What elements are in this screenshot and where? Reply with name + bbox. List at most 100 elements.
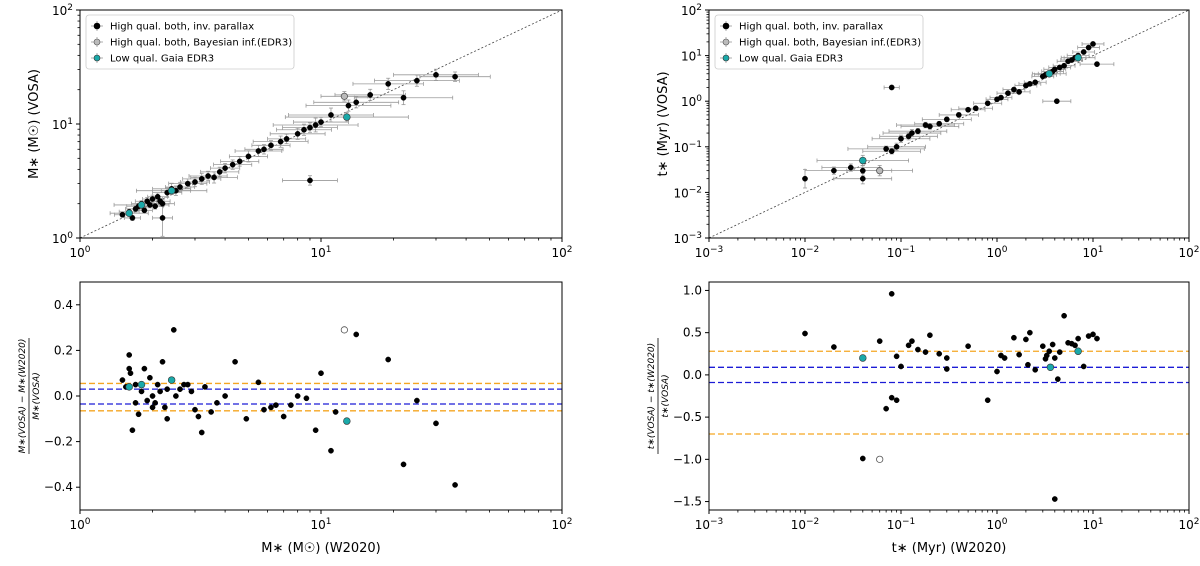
data-point-high-qual	[998, 94, 1004, 101]
data-point-high-qual	[905, 342, 912, 349]
data-point-low-qual	[167, 376, 176, 384]
data-point-high-qual	[280, 413, 287, 420]
data-point-high-qual	[192, 179, 198, 185]
data-point-high-qual	[893, 143, 900, 150]
data-point-high-qual	[943, 366, 950, 372]
data-point-high-qual	[214, 399, 220, 406]
data-point-high-qual	[1094, 61, 1100, 67]
data-point-high-qual	[149, 393, 156, 399]
data-point-high-qual	[433, 71, 439, 78]
x-tick-label: 101	[1082, 517, 1103, 532]
data-point-bayesian	[340, 92, 348, 100]
data-point-high-qual	[135, 411, 142, 418]
panel-age_vs: 10−3 10−2 10−1 100 101 102 10−3 10−2 10−1 100 101 1…	[656, 3, 1200, 260]
data-point-low-qual	[1074, 347, 1082, 355]
y-axis-label: M∗(VOSA) − M∗(W2020) M∗(VOSA)	[18, 338, 42, 454]
data-point-low-qual	[343, 113, 351, 121]
data-point-high-qual	[119, 377, 126, 383]
data-point-high-qual	[1046, 348, 1053, 355]
plot-area	[80, 10, 562, 238]
data-point-high-qual	[312, 122, 319, 128]
legend-label: Low qual. Gaia EDR3	[739, 54, 843, 65]
data-point-high-qual	[236, 158, 243, 165]
y-tick-label: −1.0	[673, 452, 702, 466]
axes-frame	[708, 281, 1190, 511]
x-tick-label: 10−2	[791, 517, 820, 532]
data-point-high-qual	[307, 124, 313, 131]
data-point-high-qual	[119, 211, 126, 218]
data-point-high-qual	[162, 404, 168, 411]
y-tick-label: 10−3	[673, 231, 702, 246]
y-tick-label: 102	[681, 3, 702, 18]
data-point-high-qual	[1061, 62, 1067, 69]
data-point-high-qual	[1032, 79, 1039, 86]
data-point-low-qual	[859, 354, 867, 362]
data-point-high-qual	[972, 105, 979, 112]
data-point-high-qual	[328, 112, 334, 118]
data-point-high-qual	[1061, 312, 1067, 319]
y-axis-label: t∗ (Myr) (VOSA)	[656, 71, 671, 176]
data-point-high-qual	[1080, 363, 1087, 370]
data-point-high-qual	[452, 73, 458, 80]
data-point-high-qual	[1016, 351, 1022, 358]
legend-box	[714, 14, 924, 70]
y-tick-label: 10−2	[673, 185, 702, 200]
data-point-high-qual	[1027, 329, 1033, 336]
data-point-high-qual	[1005, 90, 1011, 97]
data-point-high-qual	[353, 99, 360, 106]
data-point-low-qual	[859, 156, 867, 165]
data-point-high-qual	[859, 455, 866, 462]
data-point-high-qual	[883, 146, 889, 152]
data-point-high-qual	[367, 92, 374, 98]
data-point-high-qual	[177, 184, 183, 190]
data-point-high-qual	[936, 120, 943, 127]
data-point-high-qual	[318, 119, 324, 125]
plot-area	[709, 10, 1189, 238]
legend-label: High qual. both, inv. parallax	[739, 22, 883, 33]
data-point-high-qual	[802, 175, 808, 182]
y-label-denominator: M∗(VOSA)	[32, 372, 42, 419]
data-point-low-qual	[137, 201, 146, 209]
data-point-high-qual	[312, 427, 319, 434]
data-point-high-qual	[1049, 341, 1056, 348]
x-tick-label: 101	[310, 245, 331, 260]
data-point-high-qual	[208, 409, 214, 415]
data-point-high-qual	[922, 349, 929, 355]
panel-age_residual: 10−3 10−2 10−1 100 101 102 −1.5 −1.0 −0.5 0.0 0.5 1…	[647, 281, 1200, 556]
data-point-high-qual	[255, 379, 262, 386]
data-point-high-qual	[243, 415, 250, 422]
data-point-high-qual	[385, 356, 392, 363]
x-tick-label: 100	[69, 245, 90, 260]
data-point-high-qual	[888, 394, 895, 401]
y-tick-label: 100	[681, 94, 702, 109]
y-label-denominator: t∗(VOSA)	[661, 374, 671, 417]
data-point-high-qual	[915, 128, 921, 135]
data-point-high-qual	[173, 393, 179, 399]
axes-frame	[79, 9, 563, 239]
data-point-high-qual	[1051, 496, 1058, 502]
data-point-high-qual	[129, 215, 136, 221]
data-point-high-qual	[965, 106, 971, 113]
data-point-high-qual	[229, 161, 236, 168]
data-point-high-qual	[294, 130, 301, 137]
data-point-high-qual	[198, 429, 205, 436]
x-tick-label: 102	[1178, 517, 1199, 532]
data-point-high-qual	[965, 343, 971, 350]
data-point-high-qual	[1094, 335, 1100, 342]
data-point-high-qual	[164, 415, 171, 422]
data-point-high-qual	[893, 353, 900, 360]
data-point-high-qual	[1051, 355, 1058, 361]
data-point-high-qual	[132, 381, 139, 388]
data-point-high-qual	[141, 207, 148, 214]
data-point-high-qual	[859, 167, 866, 174]
data-point-high-qual	[255, 148, 262, 154]
legend-marker	[93, 38, 101, 46]
data-point-high-qual	[1056, 349, 1063, 355]
data-point-high-qual	[328, 447, 334, 454]
data-point-high-qual	[198, 176, 205, 182]
data-point-high-qual	[268, 142, 274, 149]
data-point-high-qual	[141, 365, 148, 372]
y-label-numerator: M∗(VOSA) − M∗(W2020)	[18, 339, 28, 454]
data-point-high-qual	[159, 215, 166, 221]
data-point-high-qual	[152, 399, 158, 406]
